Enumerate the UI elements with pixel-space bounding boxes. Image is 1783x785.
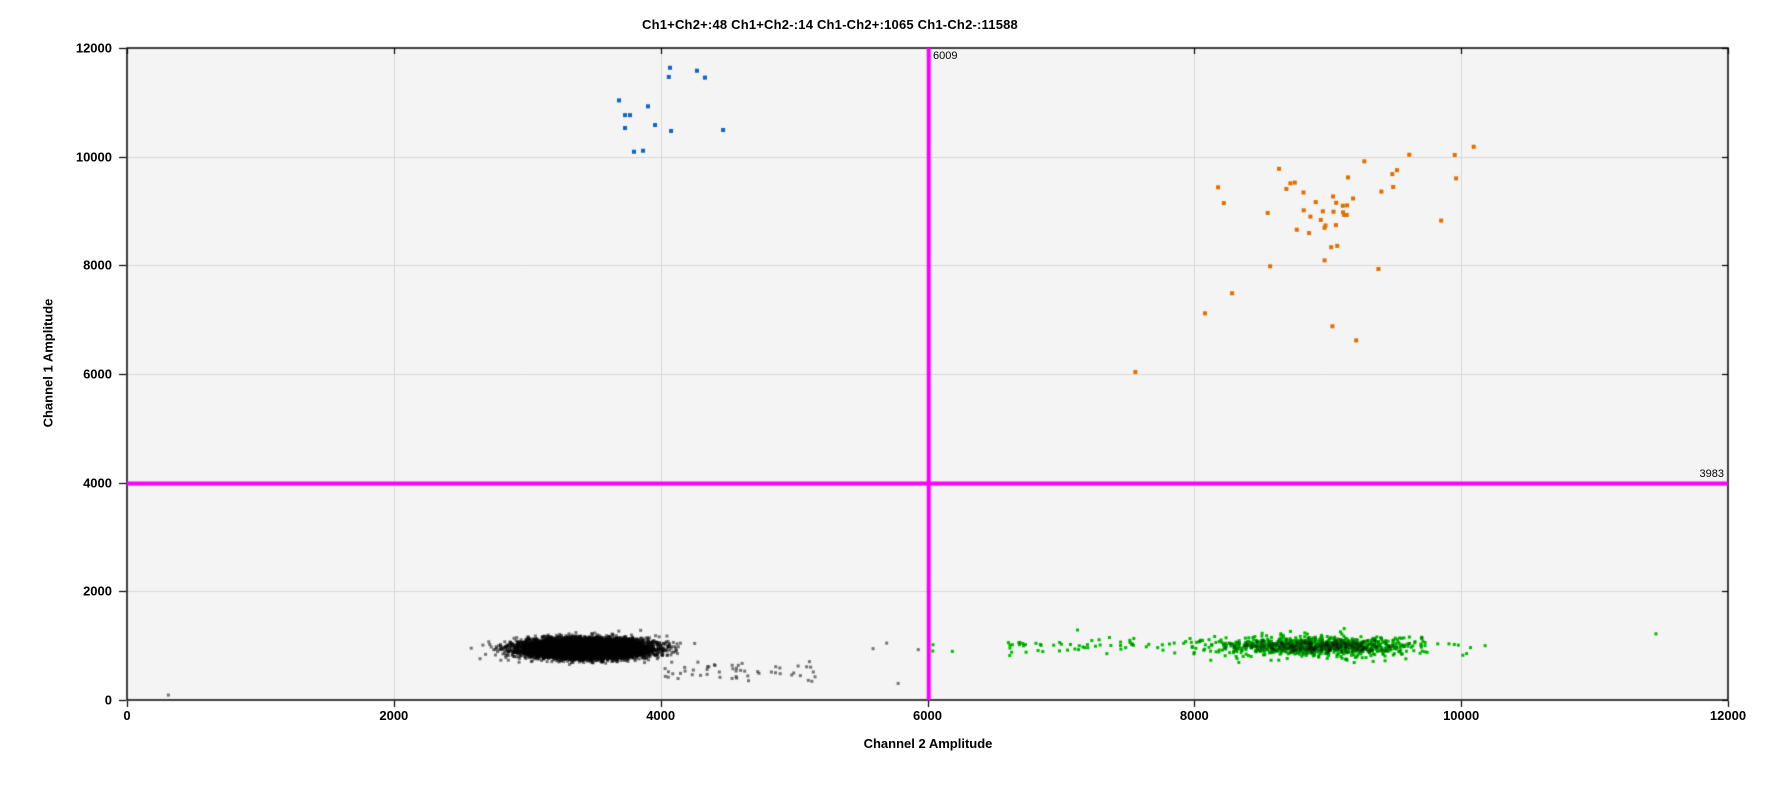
y-tick-label: 2000 [83,583,112,599]
x-axis-label: Channel 2 Amplitude [863,736,993,751]
chart-title: Ch1+Ch2+:48 Ch1+Ch2-:14 Ch1-Ch2+:1065 Ch… [642,17,1018,32]
x-tick-label: 12000 [1709,708,1747,723]
y-tick-label: 6000 [83,366,112,382]
y-axis-label: Channel 1 Amplitude [40,298,56,428]
x-tick-label: 6000 [913,708,942,723]
y-tick-label: 10000 [75,149,112,165]
y-tick-label: 4000 [83,475,112,491]
x-tick-label: 4000 [646,708,676,723]
x-tick-label: 8000 [1179,708,1209,723]
x-tick-label: 10000 [1443,708,1480,723]
x-tick-label: 0 [123,708,131,723]
y-tick-label: 12000 [75,40,112,56]
x-threshold-label: 6009 [933,50,958,62]
y-tick-label: 8000 [83,257,112,273]
y-threshold-label: 3983 [1699,468,1724,480]
x-tick-label: 2000 [379,708,409,723]
y-tick-label: 0 [104,692,112,708]
